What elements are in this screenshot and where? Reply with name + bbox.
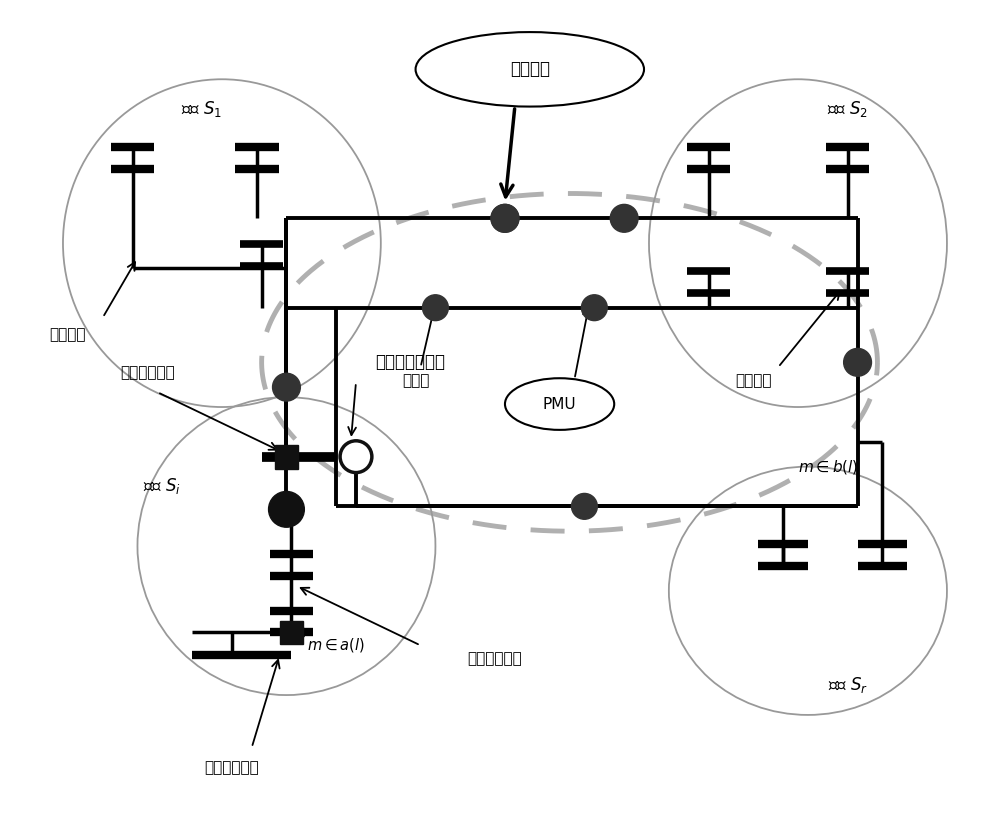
Text: 连接线: 连接线 xyxy=(402,372,429,388)
Text: 内部母线: 内部母线 xyxy=(50,327,86,342)
FancyBboxPatch shape xyxy=(280,621,303,644)
Circle shape xyxy=(581,295,607,321)
Circle shape xyxy=(610,205,638,233)
Text: $m\in b(l)$: $m\in b(l)$ xyxy=(798,458,858,476)
Text: 区域 $S_2$: 区域 $S_2$ xyxy=(827,99,868,119)
Circle shape xyxy=(572,493,597,520)
Text: 连接线潮流量测: 连接线潮流量测 xyxy=(376,353,446,372)
Circle shape xyxy=(269,492,304,527)
Text: PMU: PMU xyxy=(543,396,576,412)
Text: 边界注入量测: 边界注入量测 xyxy=(120,365,175,380)
Circle shape xyxy=(423,295,448,321)
Text: 区域 $S_i$: 区域 $S_i$ xyxy=(143,477,181,496)
Circle shape xyxy=(340,441,372,473)
Text: $m\in a(l)$: $m\in a(l)$ xyxy=(307,636,365,654)
Text: 内部注入量测: 内部注入量测 xyxy=(204,760,259,775)
Text: 内部潮流量测: 内部潮流量测 xyxy=(468,651,522,666)
Circle shape xyxy=(273,373,300,401)
Text: 协调系统: 协调系统 xyxy=(510,60,550,78)
Circle shape xyxy=(491,205,519,233)
Text: 边界母线: 边界母线 xyxy=(735,372,772,388)
FancyBboxPatch shape xyxy=(275,445,298,469)
Text: 区域 $S_r$: 区域 $S_r$ xyxy=(828,675,868,695)
Circle shape xyxy=(844,349,871,376)
Text: 区域 $S_1$: 区域 $S_1$ xyxy=(181,99,223,119)
Circle shape xyxy=(491,205,519,233)
